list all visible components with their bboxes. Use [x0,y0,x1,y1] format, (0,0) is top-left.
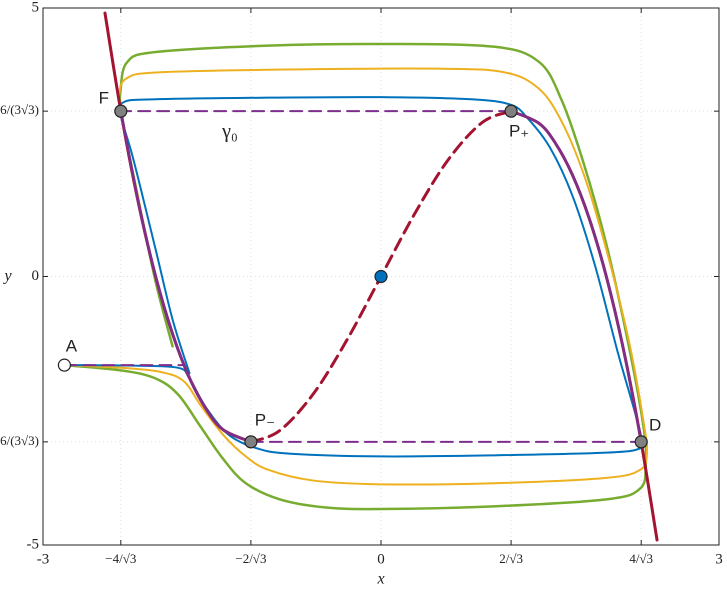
y-tick-label: 0 [32,268,40,284]
point [374,269,388,284]
point [244,435,258,449]
point [114,104,128,118]
x-axis-label: x [376,571,384,588]
y-tick-label: −16/(3√3) [0,433,39,448]
lines [63,11,659,542]
point [634,435,648,449]
annotation: γ₀ [221,121,238,143]
point-label: P₊ [509,122,529,141]
point-label: D [649,415,661,434]
y-tick-label: 16/(3√3) [0,102,39,117]
point [57,358,72,372]
y-axis-label: y [2,268,12,285]
x-tick-label: −4/√3 [105,551,136,566]
series-line [63,96,645,458]
foreground: F P₊ P₋ D Aγ₀ [42,7,720,546]
point-label: A [66,337,78,356]
point [504,104,518,118]
point-label: F [99,89,109,108]
x-tick-label: 3 [715,551,723,567]
series-line [509,109,643,444]
point-label: P₋ [255,410,275,429]
series-line [63,42,648,511]
series-line [119,109,253,444]
y-tick-label: 5 [32,0,40,15]
x-tick-label: -3 [37,551,50,567]
y-tick-label: -5 [27,536,40,552]
x-tick-label: 2/√3 [499,551,523,566]
x-tick-label: −2/√3 [235,551,266,566]
x-tick-label: 0 [377,551,385,567]
series-line [63,67,649,486]
x-tick-label: 4/√3 [629,551,653,566]
